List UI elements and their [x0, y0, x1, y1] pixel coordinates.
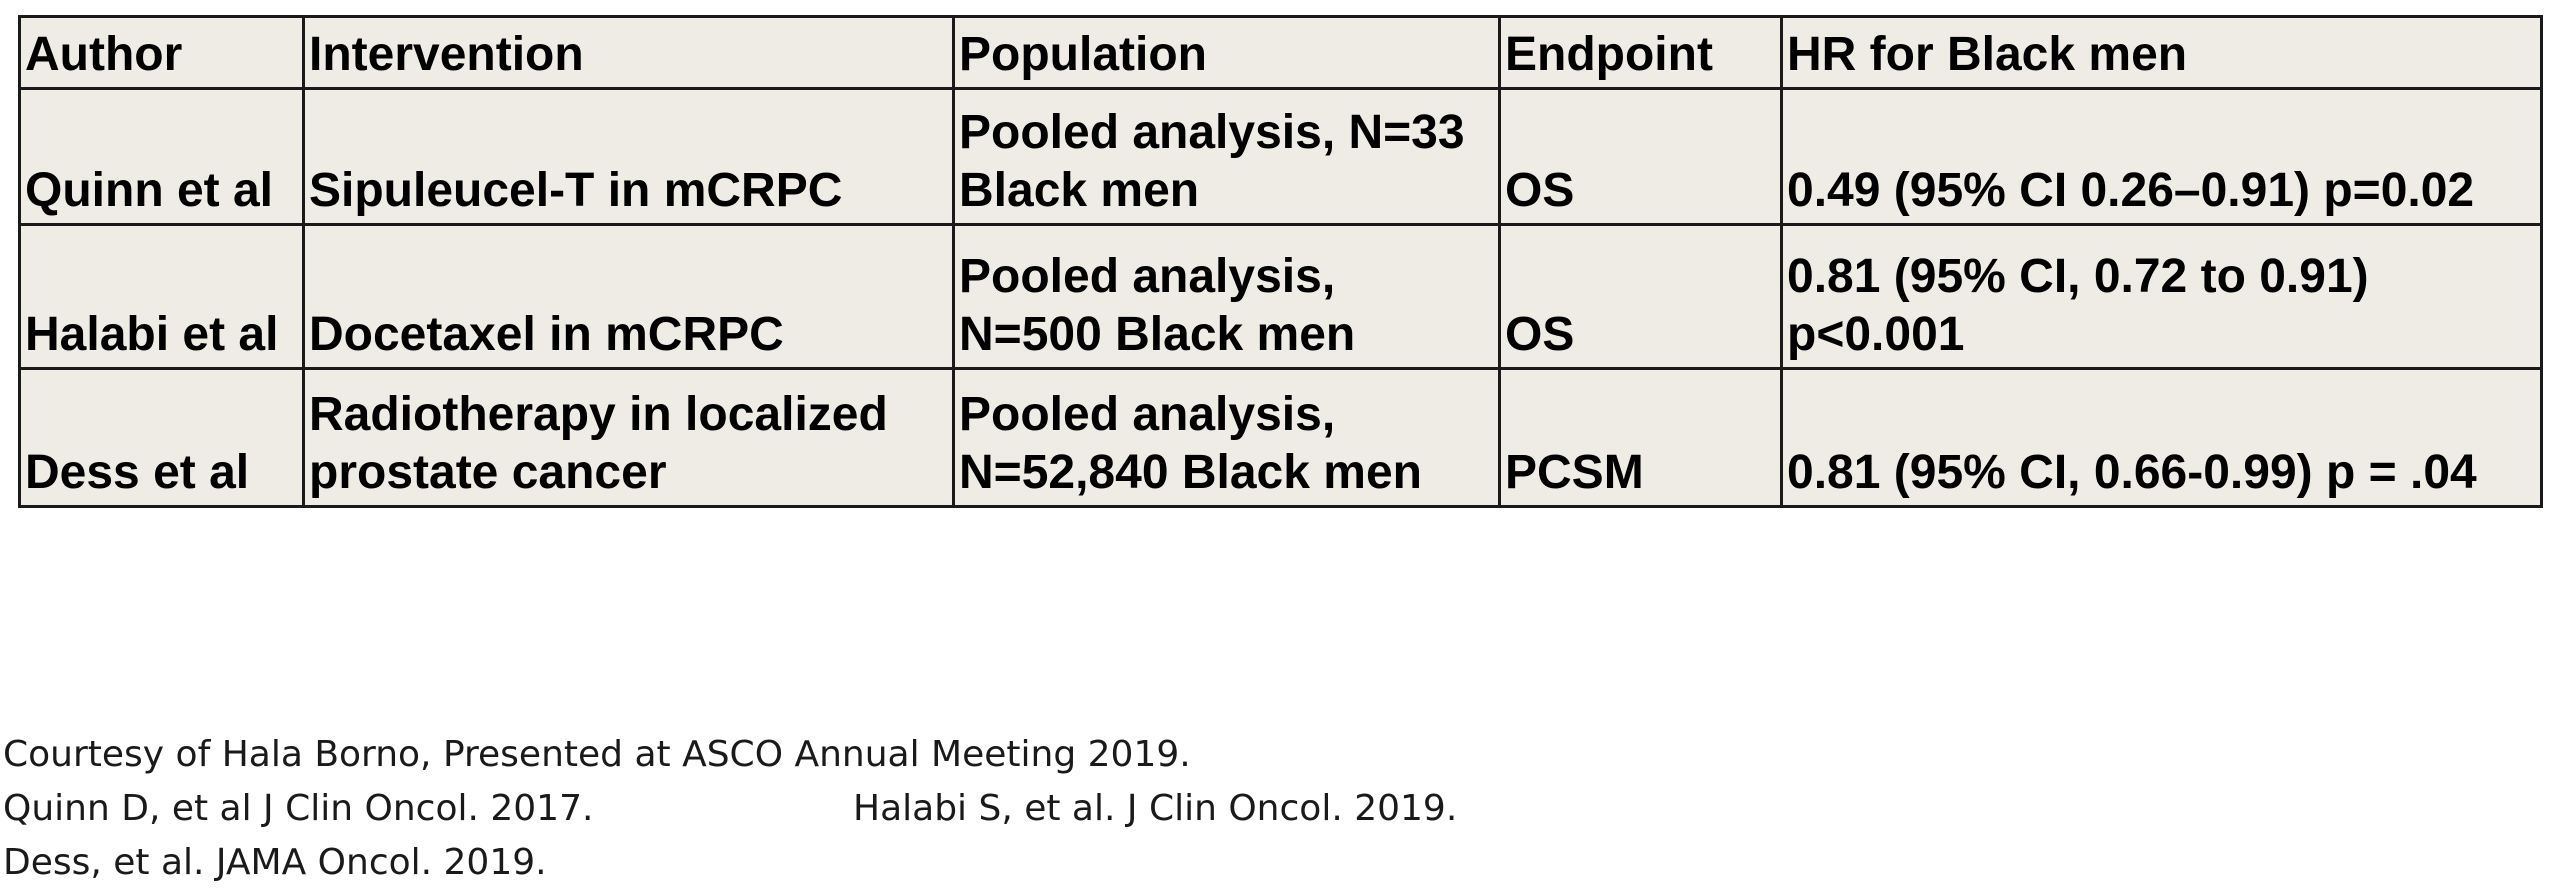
results-table: Author Intervention Population Endpoint …	[18, 15, 2543, 508]
header-hr: HR for Black men	[1780, 15, 2543, 90]
cell-author: Quinn et al	[18, 87, 305, 226]
header-endpoint: Endpoint	[1498, 15, 1783, 90]
cell-population: Pooled analysis, N=33 Black men	[952, 87, 1501, 226]
table-row: Quinn et al Sipuleucel-T in mCRPC Pooled…	[18, 87, 2543, 226]
cell-author: Dess et al	[18, 367, 305, 508]
cell-line: Pooled analysis,	[959, 388, 1336, 441]
table-header-row: Author Intervention Population Endpoint …	[18, 15, 2543, 90]
cell-line: Halabi et al	[25, 308, 279, 361]
cell-author: Halabi et al	[18, 223, 305, 370]
cell-intervention: Sipuleucel-T in mCRPC	[302, 87, 955, 226]
cell-intervention: Radiotherapy in localized prostate cance…	[302, 367, 955, 508]
cell-hr: 0.81 (95% CI, 0.72 to 0.91) p<0.001	[1780, 223, 2543, 370]
cell-line: PCSM	[1505, 446, 1644, 499]
cell-line: Docetaxel in mCRPC	[309, 308, 784, 361]
cell-line: Pooled analysis, N=33	[959, 106, 1465, 159]
cell-intervention: Docetaxel in mCRPC	[302, 223, 955, 370]
cell-line: Quinn et al	[25, 164, 274, 217]
cell-line: 0.49 (95% CI 0.26–0.91) p=0.02	[1787, 164, 2475, 217]
cell-line: 0.81 (95% CI, 0.72 to 0.91)	[1787, 250, 2369, 303]
cell-line: prostate cancer	[309, 446, 667, 499]
header-intervention: Intervention	[302, 15, 955, 90]
table-row: Halabi et al Docetaxel in mCRPC Pooled a…	[18, 223, 2543, 370]
cell-line: 0.81 (95% CI, 0.66-0.99) p = .04	[1787, 446, 2477, 499]
cell-line: Sipuleucel-T in mCRPC	[309, 164, 843, 217]
cell-hr: 0.81 (95% CI, 0.66-0.99) p = .04	[1780, 367, 2543, 508]
header-author: Author	[18, 15, 305, 90]
cell-line: OS	[1505, 308, 1575, 361]
cell-line: Black men	[959, 164, 1200, 217]
reference-line-2: Quinn D, et al J Clin Oncol. 2017. Halab…	[3, 782, 2203, 836]
cell-endpoint: OS	[1498, 223, 1783, 370]
cell-line: N=52,840 Black men	[959, 446, 1422, 499]
header-population: Population	[952, 15, 1501, 90]
cell-line: p<0.001	[1787, 308, 1965, 361]
cell-line: OS	[1505, 164, 1575, 217]
reference-halabi: Halabi S, et al. J Clin Oncol. 2019.	[853, 788, 1458, 829]
cell-population: Pooled analysis, N=500 Black men	[952, 223, 1501, 370]
cell-endpoint: PCSM	[1498, 367, 1783, 508]
cell-line: Radiotherapy in localized	[309, 388, 888, 441]
reference-quinn: Quinn D, et al J Clin Oncol. 2017.	[3, 788, 594, 829]
table-row: Dess et al Radiotherapy in localized pro…	[18, 367, 2543, 508]
references: Courtesy of Hala Borno, Presented at ASC…	[3, 728, 2203, 890]
reference-dess: Dess, et al. JAMA Oncol. 2019.	[3, 842, 547, 883]
reference-courtesy: Courtesy of Hala Borno, Presented at ASC…	[3, 734, 1191, 775]
cell-line: N=500 Black men	[959, 308, 1356, 361]
cell-line: Pooled analysis,	[959, 250, 1336, 303]
cell-hr: 0.49 (95% CI 0.26–0.91) p=0.02	[1780, 87, 2543, 226]
cell-endpoint: OS	[1498, 87, 1783, 226]
cell-population: Pooled analysis, N=52,840 Black men	[952, 367, 1501, 508]
cell-line: Dess et al	[25, 446, 250, 499]
